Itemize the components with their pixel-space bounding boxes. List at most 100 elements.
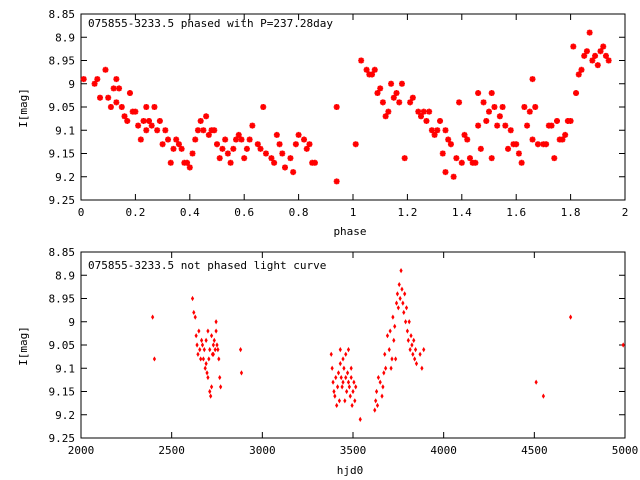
data-point <box>379 99 386 106</box>
data-point <box>413 347 418 353</box>
data-point <box>143 104 150 110</box>
data-point <box>494 122 501 129</box>
data-point <box>273 131 280 138</box>
x-tick-label: 5000 <box>612 444 639 457</box>
data-point <box>570 43 577 50</box>
data-point <box>189 150 196 157</box>
data-point <box>341 379 345 385</box>
data-point <box>214 141 220 148</box>
data-point <box>562 131 569 138</box>
x-axis-label-unphased: hjd0 <box>337 464 364 477</box>
data-point <box>396 305 400 311</box>
data-point <box>381 384 385 390</box>
y-tick-label: 9.25 <box>49 194 76 207</box>
data-point <box>257 145 264 152</box>
data-point <box>344 374 348 381</box>
data-point <box>290 169 297 176</box>
x-tick-label: 4000 <box>430 444 457 457</box>
data-point <box>216 347 220 353</box>
data-point <box>118 104 125 110</box>
x-tick-label: 1.8 <box>561 206 581 219</box>
data-point <box>374 90 381 97</box>
data-point <box>329 351 333 357</box>
data-point <box>235 131 242 138</box>
x-axis-phased: 0 0.2 0.4 0.6 0.8 1 1.2 1.4 1.6 1.8 2 <box>78 14 628 219</box>
data-point <box>412 337 416 343</box>
data-point <box>137 136 144 143</box>
data-point <box>200 127 207 134</box>
data-point <box>217 356 221 362</box>
x-tick-label: 2000 <box>68 444 95 457</box>
data-point <box>382 370 386 376</box>
data-point <box>167 159 174 166</box>
data-point <box>600 43 607 50</box>
data-point <box>107 104 114 110</box>
y-tick-label: 9.1 <box>55 124 75 137</box>
data-point <box>529 136 536 143</box>
y-axis-phased: 8.85 8.9 8.95 9 9.05 9.1 9.15 9.2 9.25 <box>49 8 625 207</box>
data-point <box>388 328 392 334</box>
data-point <box>97 94 104 101</box>
data-point <box>374 398 378 404</box>
data-point <box>541 393 545 399</box>
x-tick-label: 0.2 <box>125 206 145 219</box>
data-point <box>488 155 495 162</box>
data-point <box>369 71 376 78</box>
data-point <box>418 113 424 120</box>
data-point <box>534 141 541 148</box>
data-point <box>395 291 400 297</box>
data-point <box>548 122 555 129</box>
data-point <box>132 108 139 115</box>
y-tick-label: 9.05 <box>49 339 76 352</box>
data-point <box>209 384 214 390</box>
data-point <box>91 80 98 87</box>
data-point <box>186 164 193 171</box>
data-point <box>415 108 422 115</box>
y-tick-label: 9.2 <box>55 409 75 422</box>
data-point <box>413 356 417 362</box>
y-tick-label: 9 <box>68 78 75 91</box>
x-tick-label: 4500 <box>521 444 548 457</box>
y-tick-label: 8.9 <box>55 269 75 282</box>
data-point <box>102 66 109 73</box>
data-point <box>151 314 155 320</box>
data-point <box>216 155 223 162</box>
data-point <box>206 374 210 381</box>
data-point <box>597 48 604 55</box>
data-point <box>420 365 424 371</box>
data-point <box>464 136 471 143</box>
data-point <box>246 136 253 143</box>
data-point <box>215 342 219 348</box>
data-point <box>238 136 245 143</box>
data-point <box>378 379 382 385</box>
data-point <box>338 347 342 353</box>
data-point <box>394 300 399 306</box>
data-point <box>211 342 215 348</box>
data-point <box>199 356 203 362</box>
data-point <box>198 347 202 353</box>
data-point <box>303 145 310 152</box>
data-point <box>192 309 196 316</box>
data-point <box>392 337 396 343</box>
data-point <box>507 127 514 134</box>
data-point <box>159 141 166 148</box>
data-point <box>575 71 582 78</box>
x-tick-label: 3500 <box>340 444 367 457</box>
data-point <box>333 178 340 185</box>
data-point <box>227 159 234 166</box>
data-point <box>594 62 601 69</box>
data-point <box>170 145 177 152</box>
data-point <box>373 407 377 413</box>
data-point <box>146 117 152 124</box>
data-point <box>398 80 405 87</box>
data-point <box>488 90 495 97</box>
data-point <box>526 108 533 115</box>
data-point <box>194 333 198 339</box>
data-point <box>192 136 199 143</box>
data-point <box>477 145 484 152</box>
data-point <box>393 90 400 97</box>
data-point <box>524 122 531 129</box>
data-point <box>214 328 218 334</box>
data-point <box>363 66 370 73</box>
y-tick-label: 9.05 <box>49 101 76 114</box>
